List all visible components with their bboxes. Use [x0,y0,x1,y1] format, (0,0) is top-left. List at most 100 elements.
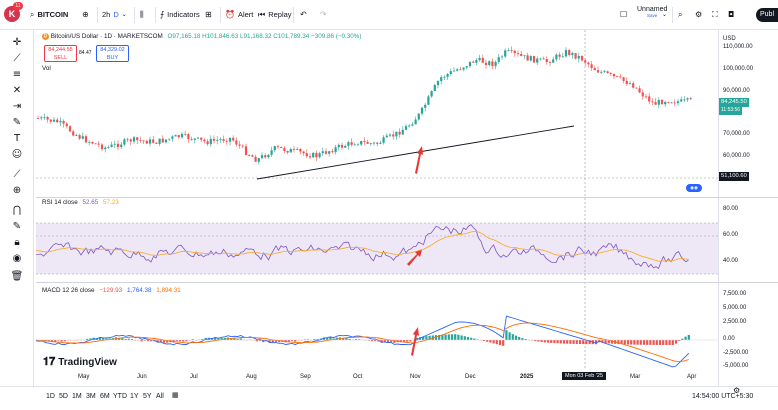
snapshot-button[interactable]: ◘ [728,9,734,21]
candle-body [212,138,216,141]
macd-histogram-bar [380,340,383,343]
range-5d[interactable]: 5D [59,393,68,400]
candle-body [142,140,145,142]
emoji-icon[interactable]: ☺ [11,149,23,160]
layout-toggle[interactable]: ☐ [620,9,627,21]
compare-symbol-button[interactable]: ⊕ [82,9,89,21]
candle-body [628,83,632,85]
candle-body [494,61,497,67]
macd-line-value: 1,764.38 [126,287,152,294]
chart-type-button[interactable]: ⫼ [140,9,144,21]
brush-icon[interactable]: ✎ [12,117,22,128]
rsi-tick: 80.00 [723,206,739,212]
red-arrow-annotation [407,250,422,266]
ruler-icon[interactable]: ⟋ [13,169,21,180]
buy-button[interactable]: 84,329.02 BUY [96,45,129,62]
sell-button[interactable]: 84,244.55 SELL [44,45,77,62]
candle-body [123,139,126,145]
price-tick: 70,000.00 [723,131,750,137]
lock-draw-icon[interactable]: ✎ [12,221,22,232]
text-icon[interactable]: T [13,133,21,144]
macd-histogram-bar [553,340,556,344]
candle-body [622,77,625,81]
chart-canvas[interactable] [36,30,718,386]
clock-display[interactable]: 14:54:00 UTC+5:30 [692,393,754,400]
trend-line-icon[interactable]: ⟋ [13,53,21,64]
calendar-icon[interactable]: ▦ [172,391,179,399]
square-icon: ☐ [620,10,628,19]
price-scale[interactable]: USD 110,000.00 100,000.00 90,000.00 70,0… [718,30,778,395]
candle-body [606,71,609,74]
macd-histogram-bar [236,338,239,340]
candle-body [216,139,219,141]
projection-icon[interactable]: ⇥ [12,101,22,112]
trash-icon[interactable]: 🗑︎ [10,271,24,282]
macd-histogram-bar [514,335,518,340]
time-label: Oct [353,374,363,380]
drawing-toolbar: ✛ ⟋ ≡ ✕ ⇥ ✎ T ☺ ⟋ ⊕ ⋂ ✎ 🔒︎ ◉ 🗑︎ [0,30,34,388]
range-5y[interactable]: 5Y [143,393,152,400]
magnet-icon[interactable]: ⋂ [12,205,22,216]
layout-menu-chevron[interactable]: ⌄ [662,9,667,21]
range-1d[interactable]: 1D [46,393,55,400]
undo-icon: ↶ [300,10,307,19]
quick-search-button[interactable]: ⌕ [678,9,682,21]
templates-button[interactable]: ⊞ [205,9,212,21]
fib-icon[interactable]: ≡ [12,69,22,80]
candle-body [356,144,360,146]
zoom-icon[interactable]: ⊕ [12,185,22,196]
user-avatar[interactable]: K [4,6,20,22]
range-ytd[interactable]: YTD [113,393,127,400]
range-6m[interactable]: 6M [100,393,110,400]
trend-line-drawing[interactable] [256,125,575,180]
range-all[interactable]: All [156,393,164,400]
macd-tick: 5,000.00 [723,305,747,311]
replay-button[interactable]: ⏮ Replay [258,9,292,21]
volume-legend[interactable]: Vol [42,65,51,72]
range-1m[interactable]: 1M [72,393,82,400]
macd-histogram-bar [508,332,511,340]
indicators-button[interactable]: ⨍ Indicators [160,9,200,21]
bottom-bar: 1D 5D 1M 3M 6M YTD 1Y 5Y All ▦ 14:54:00 … [0,386,778,410]
scale-settings-gear-icon[interactable]: ⚙ [733,386,741,395]
currency-label[interactable]: USD [723,36,736,42]
fullscreen-button[interactable]: ⛶ [712,9,718,21]
candle-body [430,90,433,97]
events-icon[interactable]: ◉◉ [686,184,702,192]
redo-button[interactable]: ↷ [320,9,327,21]
candle-body [184,133,187,135]
candle-body [379,142,382,144]
publish-button[interactable]: Publ [756,8,778,22]
macd-histogram-bar [345,338,348,340]
eye-icon[interactable]: ◉ [12,253,22,264]
pane-separator[interactable] [36,282,778,283]
interval-selector[interactable]: 2h D ⌄ [102,9,127,21]
range-3m[interactable]: 3M [86,393,96,400]
candle-body [248,154,251,156]
alert-button[interactable]: ⏰ Alert [225,9,253,21]
candle-body [625,80,628,85]
pattern-icon[interactable]: ✕ [12,85,22,96]
macd-histogram-bar [422,336,425,340]
settings-button[interactable]: ⚙ [695,9,702,21]
macd-histogram-bar [182,340,185,342]
layout-name-button[interactable]: Unnamed Save [637,6,667,18]
time-label: Aug [246,374,257,380]
candle-body [686,98,689,100]
candle-body [484,62,488,66]
macd-histogram-bar [342,338,345,340]
crosshair-icon[interactable]: ✛ [12,37,22,48]
candle-body [100,144,104,150]
candle-body [267,154,270,158]
candle-body [542,58,545,60]
undo-button[interactable]: ↶ [300,9,307,21]
macd-tick: -2,500.00 [723,350,749,356]
candle-body [609,73,612,74]
macd-histogram-bar [57,340,60,341]
pane-separator[interactable] [36,197,778,198]
symbol-search-button[interactable]: ⌕ BITCOIN [30,9,68,21]
lock-icon[interactable]: 🔒︎ [14,237,20,248]
candle-body [107,146,110,148]
range-1y[interactable]: 1Y [130,393,139,400]
macd-histogram-bar [655,340,658,345]
